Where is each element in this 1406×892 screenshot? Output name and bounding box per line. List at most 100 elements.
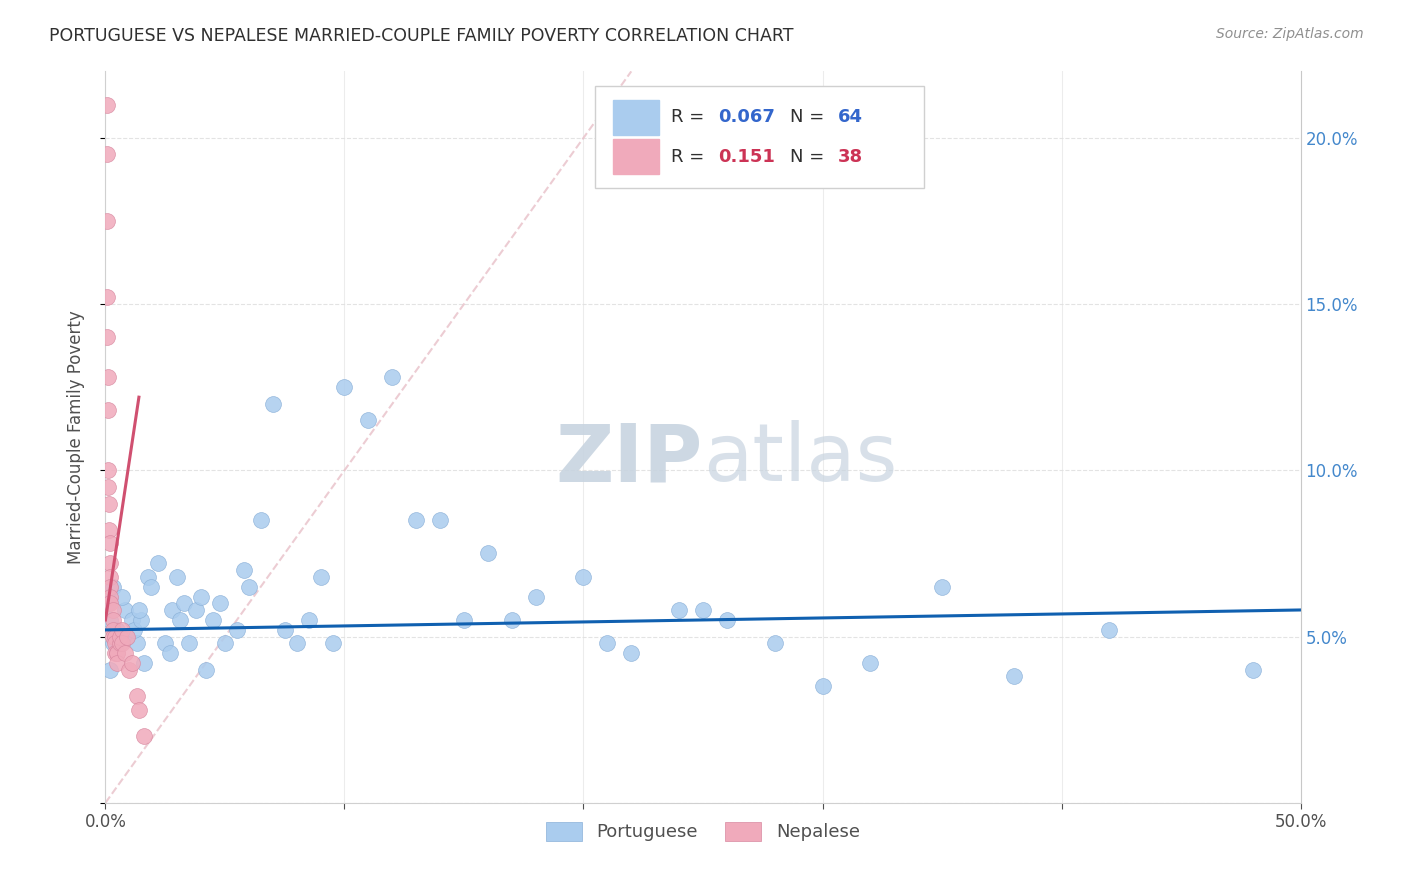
Point — [146, 557, 169, 571]
Point — [115, 630, 138, 644]
Point — [138, 570, 160, 584]
Point — [121, 656, 143, 670]
Point — [101, 613, 124, 627]
Bar — [613, 100, 659, 135]
Point — [104, 636, 127, 650]
Text: atlas: atlas — [703, 420, 897, 498]
Point — [692, 603, 714, 617]
Point — [477, 546, 499, 560]
Point — [129, 613, 153, 627]
Point — [96, 214, 118, 228]
Point — [381, 370, 404, 384]
Point — [114, 603, 136, 617]
Point — [111, 636, 134, 650]
Point — [97, 480, 120, 494]
Point — [1241, 663, 1264, 677]
Point — [97, 370, 120, 384]
Point — [177, 636, 201, 650]
Point — [225, 623, 249, 637]
Point — [716, 613, 738, 627]
Point — [128, 603, 150, 617]
Point — [162, 603, 184, 617]
Point — [524, 590, 547, 604]
Point — [262, 397, 284, 411]
Point — [125, 636, 148, 650]
Text: 38: 38 — [838, 148, 863, 166]
FancyBboxPatch shape — [596, 86, 924, 188]
Point — [572, 570, 595, 584]
Point — [209, 596, 232, 610]
Text: PORTUGUESE VS NEPALESE MARRIED-COUPLE FAMILY POVERTY CORRELATION CHART: PORTUGUESE VS NEPALESE MARRIED-COUPLE FA… — [49, 27, 794, 45]
Point — [104, 646, 127, 660]
Point — [859, 656, 882, 670]
Point — [405, 513, 427, 527]
Point — [101, 603, 124, 617]
Text: 64: 64 — [838, 108, 863, 126]
Point — [98, 557, 121, 571]
Text: ZIP: ZIP — [555, 420, 703, 498]
Point — [97, 403, 120, 417]
Point — [238, 580, 260, 594]
Point — [96, 290, 118, 304]
Point — [107, 646, 129, 660]
Point — [118, 663, 141, 677]
Point — [186, 603, 208, 617]
Point — [214, 636, 236, 650]
Point — [98, 536, 121, 550]
Bar — [613, 139, 659, 175]
Point — [811, 680, 834, 694]
Point — [114, 646, 136, 660]
Point — [357, 413, 380, 427]
Point — [101, 580, 124, 594]
Text: R =: R = — [671, 108, 710, 126]
Text: N =: N = — [790, 108, 830, 126]
Point — [620, 646, 643, 660]
Point — [333, 380, 356, 394]
Point — [153, 636, 177, 650]
Point — [668, 603, 690, 617]
Point — [202, 613, 225, 627]
Point — [596, 636, 619, 650]
Point — [763, 636, 786, 650]
Point — [98, 663, 121, 677]
Point — [115, 630, 138, 644]
Point — [1002, 669, 1025, 683]
Y-axis label: Married-Couple Family Poverty: Married-Couple Family Poverty — [66, 310, 84, 564]
Point — [139, 580, 162, 594]
Point — [107, 646, 129, 660]
Point — [453, 613, 475, 627]
Point — [321, 636, 344, 650]
Point — [98, 570, 121, 584]
Point — [98, 613, 121, 627]
Point — [108, 630, 131, 644]
Point — [169, 613, 191, 627]
Point — [122, 623, 145, 637]
Point — [101, 630, 124, 644]
Point — [98, 596, 121, 610]
Point — [97, 463, 120, 477]
Point — [121, 613, 143, 627]
Point — [166, 570, 188, 584]
Point — [101, 636, 124, 650]
Point — [250, 513, 273, 527]
Point — [96, 97, 118, 112]
Point — [108, 636, 131, 650]
Point — [107, 623, 129, 637]
Point — [309, 570, 332, 584]
Point — [501, 613, 523, 627]
Point — [128, 703, 150, 717]
Point — [125, 690, 148, 704]
Point — [190, 590, 212, 604]
Text: R =: R = — [671, 148, 716, 166]
Text: Source: ZipAtlas.com: Source: ZipAtlas.com — [1216, 27, 1364, 41]
Point — [104, 630, 127, 644]
Point — [931, 580, 953, 594]
Point — [429, 513, 451, 527]
Point — [285, 636, 308, 650]
Point — [96, 147, 118, 161]
Point — [273, 623, 295, 637]
Text: 0.151: 0.151 — [718, 148, 776, 166]
Point — [104, 630, 127, 644]
Point — [101, 623, 124, 637]
Point — [132, 729, 155, 743]
